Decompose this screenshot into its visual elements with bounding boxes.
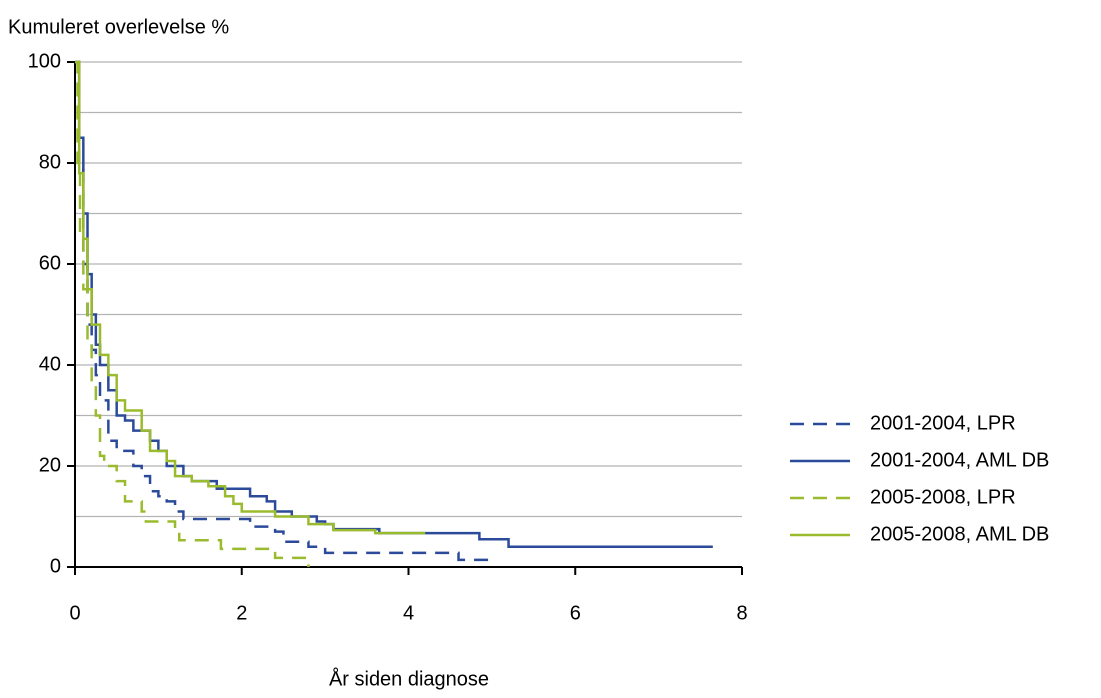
x-tick-label: 4 — [403, 602, 414, 624]
survival-line — [75, 60, 497, 562]
y-tick-label: 40 — [39, 353, 61, 375]
legend-label: 2001-2004, LPR — [870, 412, 1016, 434]
legend-label: 2001-2004, AML DB — [870, 449, 1049, 471]
y-tick-label: 0 — [50, 555, 61, 577]
survival-line — [75, 60, 310, 567]
y-tick-label: 100 — [28, 50, 61, 72]
y-tick-label: 20 — [39, 454, 61, 476]
legend-label: 2005-2008, AML DB — [870, 523, 1049, 545]
survival-line — [75, 60, 426, 535]
legend-label: 2005-2008, LPR — [870, 486, 1016, 508]
y-tick-label: 60 — [39, 252, 61, 274]
x-axis-label: År siden diagnose — [329, 667, 489, 690]
x-tick-label: 8 — [736, 602, 747, 624]
x-tick-label: 0 — [69, 602, 80, 624]
y-axis-label: Kumuleret overlevelse % — [8, 16, 229, 38]
x-tick-label: 6 — [570, 602, 581, 624]
x-tick-label: 2 — [236, 602, 247, 624]
y-tick-label: 80 — [39, 151, 61, 173]
survival-line — [75, 60, 713, 549]
